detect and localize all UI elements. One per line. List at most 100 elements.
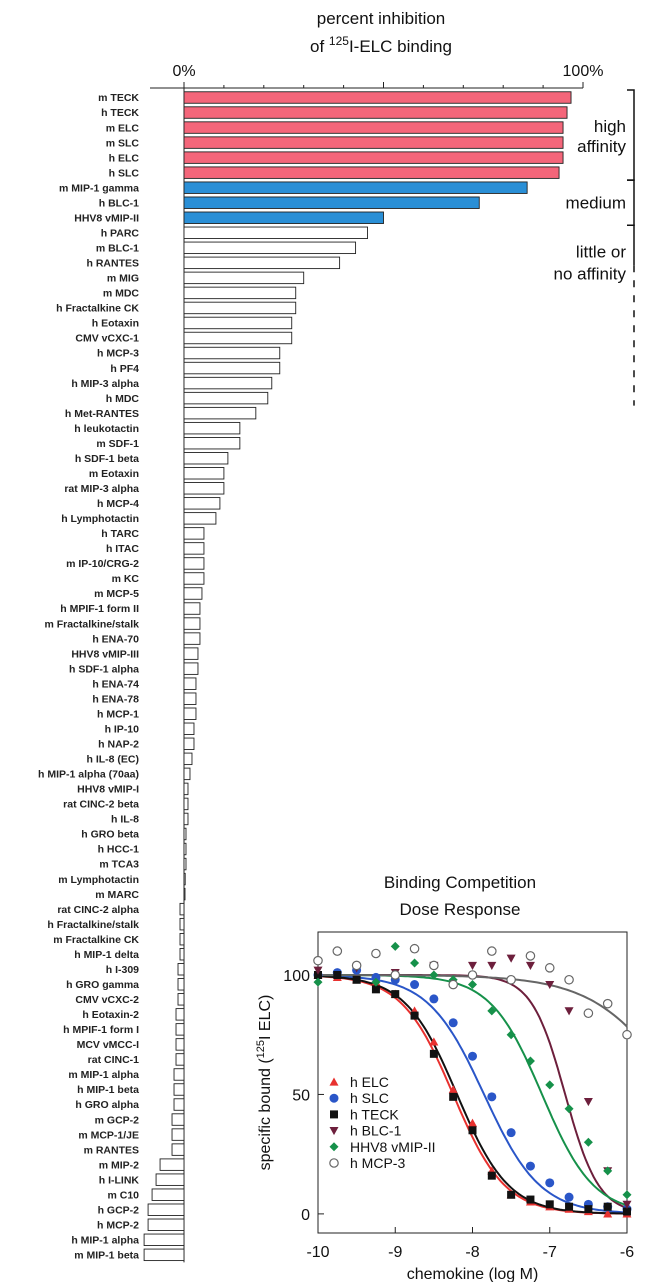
category-label: h GRO beta — [81, 829, 139, 841]
bar — [183, 361, 281, 375]
data-point — [526, 1195, 535, 1204]
category-label: h RANTES — [87, 258, 140, 270]
category-label: HHV8 vMIP-II — [74, 212, 139, 224]
category-label: h MDC — [106, 393, 140, 405]
category-label: h I-309 — [106, 964, 139, 976]
data-point — [468, 961, 477, 970]
bar — [183, 121, 564, 134]
high-affinity-bracket — [627, 89, 635, 181]
category-label: m RANTES — [84, 1144, 139, 1156]
x-tick-label: -6 — [620, 1244, 634, 1261]
category-label: m Fractalkine/stalk — [44, 618, 139, 630]
category-label: h IL-8 — [111, 814, 139, 826]
category-label: h MPIF-1 form I — [63, 1024, 139, 1036]
data-point — [313, 966, 323, 975]
category-label: m C10 — [107, 1189, 139, 1201]
category-label: h MIP-3 alpha — [71, 378, 139, 390]
category-label: h Fractalkine CK — [56, 303, 139, 315]
y-tick-label: 0 — [301, 1207, 310, 1224]
bar — [183, 106, 568, 119]
category-label: h leukotactin — [74, 423, 139, 435]
bar — [179, 902, 185, 916]
bar — [177, 963, 185, 976]
low-affinity-bracket — [627, 224, 635, 266]
bar — [183, 722, 195, 735]
bar — [183, 181, 528, 194]
data-point — [352, 975, 361, 984]
data-point — [507, 1190, 516, 1199]
data-point — [603, 1202, 612, 1211]
bar — [183, 331, 293, 345]
x-axis-label: chemokine (log M) — [407, 1266, 539, 1282]
bar — [177, 978, 185, 991]
y-axis-label: specific bound (125I ELC) — [255, 995, 274, 1171]
bar — [175, 1008, 185, 1021]
bar — [183, 872, 186, 886]
bar — [147, 1218, 185, 1231]
bar — [183, 572, 205, 585]
category-label: h ELC — [109, 152, 140, 164]
data-point — [410, 980, 420, 990]
data-point — [410, 958, 420, 968]
data-point — [371, 972, 381, 982]
data-point — [429, 960, 439, 971]
data-point — [525, 961, 535, 970]
data-point — [564, 1192, 574, 1202]
data-point — [449, 1092, 458, 1101]
bar — [147, 1203, 185, 1216]
category-label: h PARC — [101, 227, 140, 239]
data-point — [487, 1092, 497, 1102]
category-label: h Met-RANTES — [65, 408, 139, 420]
data-point — [545, 980, 555, 990]
data-point — [371, 948, 381, 959]
data-point — [603, 1166, 613, 1176]
bar — [183, 632, 201, 645]
legend-label: h MCP-3 — [350, 1155, 405, 1171]
bar — [151, 1188, 185, 1201]
category-label: h MCP-3 — [97, 348, 139, 360]
category-label: m Fractalkine CK — [53, 934, 139, 946]
y-tick-label: 100 — [283, 968, 310, 985]
bar — [183, 226, 368, 239]
data-point — [544, 963, 555, 973]
bar — [183, 767, 191, 781]
category-label: h HCC-1 — [98, 844, 140, 856]
x-tick-label: -8 — [465, 1244, 479, 1261]
bar — [183, 812, 189, 826]
bar — [183, 166, 560, 179]
category-label: h MIP-1 delta — [74, 949, 139, 961]
category-label: m MCP-5 — [94, 588, 139, 600]
category-label: h Lymphotactin — [61, 513, 139, 525]
bar — [143, 1248, 185, 1262]
category-label: h GRO alpha — [75, 1099, 139, 1111]
legend-label: h BLC-1 — [350, 1123, 402, 1139]
category-label: rat CINC-2 alpha — [57, 904, 139, 916]
data-point — [429, 994, 439, 1004]
data-point — [409, 943, 420, 954]
bar — [159, 1158, 185, 1171]
category-label: h SLC — [109, 167, 140, 179]
category-label: h SDF-1 beta — [75, 453, 139, 465]
data-point — [545, 1080, 555, 1090]
group-label-medium: medium — [566, 194, 626, 213]
category-label: h NAP-2 — [98, 739, 139, 751]
bar — [179, 932, 185, 946]
data-point — [391, 990, 400, 999]
data-point — [351, 960, 362, 971]
category-label: HHV8 vMIP-I — [77, 784, 139, 796]
category-label: m IP-10/CRG-2 — [66, 558, 139, 570]
legend-label: HHV8 vMIP-II — [350, 1139, 436, 1155]
bar — [183, 527, 205, 540]
data-point — [371, 985, 380, 994]
bar — [175, 1038, 185, 1051]
category-label: h GCP-2 — [98, 1204, 140, 1216]
data-point — [313, 955, 323, 966]
data-point — [622, 1200, 632, 1209]
data-point — [332, 946, 343, 956]
legend-label: h SLC — [350, 1090, 389, 1106]
data-point — [565, 1202, 574, 1211]
fit-curve-line — [317, 974, 628, 1214]
data-point — [506, 1030, 516, 1040]
category-label: h MPIF-1 form II — [60, 603, 139, 615]
category-label: h Fractalkine/stalk — [47, 919, 139, 931]
